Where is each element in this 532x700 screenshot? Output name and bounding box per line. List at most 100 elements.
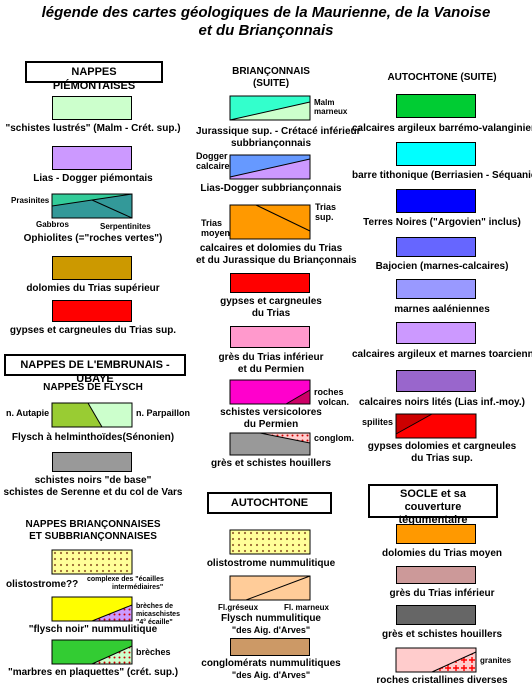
label-lias-dogger-piemontais: Lias - Dogger piémontais: [33, 173, 153, 184]
swatch-gypses-trias: [230, 273, 310, 293]
swatch-gypses-trias-sup: [52, 300, 132, 322]
label-gypses-trias-sup: gypses et cargneules du Trias sup.: [9, 325, 177, 336]
label-gres-schistes-houillers-socle: grès et schistes houillers: [381, 629, 503, 640]
label-breches: brèches: [136, 647, 171, 657]
label-schistes-lustres: "schistes lustrés" (Malm - Crét. sup.): [5, 123, 181, 134]
label-gypses-dol-1: gypses dolomies et cargneules: [367, 441, 517, 452]
label-gres-schistes-houillers: grès et schistes houillers: [210, 458, 332, 469]
label-marbres-plaquettes: "marbres en plaquettes" (crét. sup.): [7, 667, 179, 678]
header-nappes-briançonnaises-2: ET SUBBRIANÇONNAISES: [29, 531, 157, 542]
swatch-schistes-versicolores: [229, 379, 311, 405]
swatch-terres-noires: [396, 189, 476, 213]
header-socle-1: SOCLE et sa: [399, 488, 467, 500]
label-malm-2: marneux: [314, 107, 348, 116]
label-gres-trias-2: et du Permien: [237, 364, 305, 375]
label-n-autapie: n. Autapie: [6, 408, 50, 418]
label-flysch-numm-1: Flysch nummulitique: [220, 613, 321, 624]
label-dogger-2: calcaire: [196, 161, 230, 171]
label-gres-trias-inf-socle: grès du Trias inférieur: [389, 588, 495, 599]
label-conglomerats-2: "des Aig. d'Arves": [231, 670, 311, 680]
swatch-barre-tithonique: [396, 142, 476, 166]
label-dogger-1: Dogger: [196, 151, 228, 161]
label-marnes-aaleniennes: marnes aaléniennes: [394, 304, 490, 315]
swatch-calc-noirs-lites: [396, 370, 476, 392]
label-lias-dogger-sub: Lias-Dogger subbriançonnais: [200, 183, 342, 194]
swatch-conglomerats: [230, 638, 310, 656]
label-flysch-numm-2: "des Aig. d'Arves": [231, 625, 311, 635]
label-dolomies-trias-sup: dolomies du Trias supérieur: [26, 283, 160, 294]
swatch-flysch-nummulitique: [229, 575, 311, 601]
swatch-bajocien: [396, 237, 476, 257]
swatch-schistes-noirs: [52, 452, 132, 472]
swatch-flysch-noir: [51, 596, 133, 622]
header-brianconnais-1: BRIANÇONNAIS: [232, 66, 310, 77]
label-trias-sup-2: sup.: [315, 212, 334, 222]
swatch-ophiolites: [51, 193, 133, 219]
header-nappes-embrunais: NAPPES DE L'EMBRUNAIS - UBAYE: [4, 354, 186, 385]
swatch-calcaires-dolomies: [229, 204, 311, 240]
swatch-olistostrome: [51, 549, 133, 575]
label-breches-mica-1: brèches de: [136, 603, 173, 610]
label-calcaires-dolomies-2: et du Jurassique du Briançonnais: [196, 255, 357, 266]
swatch-gres-schistes-houillers: [229, 432, 311, 456]
label-trias-moyen-2: moyen: [201, 228, 231, 238]
swatch-roches-cristallines: [395, 647, 477, 673]
swatch-dol-trias-moyen: [396, 524, 476, 544]
label-gypses-1: gypses et cargneules: [220, 296, 322, 307]
swatch-dolomies-trias-sup: [52, 256, 132, 280]
label-fl-greseux: Fl.gréseux: [218, 603, 259, 612]
label-conglom: conglom.: [314, 433, 354, 443]
label-serpentinites: Serpentinites: [100, 222, 151, 231]
header-socle-2: couverture tégumentaire: [398, 501, 468, 526]
swatch-calc-barremo: [396, 94, 476, 118]
label-fl-marneux: Fl. marneux: [284, 603, 329, 612]
label-granites: granites: [480, 656, 512, 665]
swatch-gypses-dolomies: [395, 413, 477, 439]
label-calc-toarciennes: calcaires argileux et marnes toarciennes: [352, 349, 532, 360]
label-terres-noires: Terres Noires ("Argovien" inclus): [363, 217, 521, 228]
header-socle: SOCLE et sa couverture tégumentaire: [368, 484, 498, 526]
swatch-jurassique-sup: [229, 95, 311, 121]
header-brianconnais-2: (SUITE): [252, 78, 290, 89]
label-gres-trias-1: grès du Trias inférieur: [218, 352, 324, 363]
label-flysch-helminthoides: Flysch à helminthoïdes(Sénonien): [11, 432, 175, 443]
swatch-marbres-plaquettes: [51, 639, 133, 665]
header-autochtone-suite: AUTOCHTONE (SUITE): [387, 72, 497, 83]
label-roches-volcan-2: volcan.: [318, 397, 350, 407]
label-jurassique-1: Jurassique sup. - Crétacé inférieur: [196, 126, 361, 137]
label-roches-cristallines: roches cristallines diverses: [376, 675, 508, 686]
page-subtitle: et du Briançonnais: [198, 22, 334, 39]
swatch-gres-schistes-houillers-socle: [396, 605, 476, 625]
label-schistes-noirs-1: schistes noirs "de base": [34, 475, 152, 486]
swatch-gres-trias-inf: [230, 326, 310, 348]
label-trias-sup-1: Trias: [315, 202, 337, 212]
label-spilites: spilites: [362, 417, 394, 427]
page-title: légende des cartes géologiques de la Mau…: [41, 4, 491, 21]
label-breches-mica-3: "4° écaille": [136, 619, 173, 626]
swatch-flysch-helminthoides: [51, 402, 133, 428]
label-complexe-1: complexe des "écailles: [87, 576, 164, 583]
label-malm-1: Malm: [314, 98, 335, 107]
label-jurassique-2: subbriançonnais: [230, 138, 311, 149]
label-gypses-dol-2: du Trias sup.: [411, 453, 473, 464]
label-barre-tithonique: barre tithonique (Berriasien - Séquanien…: [352, 170, 532, 181]
label-conglomerats-1: conglomérats nummulitiques: [201, 658, 341, 669]
header-autochtone: AUTOCHTONE: [207, 492, 332, 514]
label-flysch-noir: "flysch noir" nummulitique: [28, 624, 158, 635]
swatch-marnes-aaleniennes: [396, 279, 476, 299]
label-ophiolites: Ophiolites (="roches vertes"): [23, 233, 163, 244]
label-olisto-numm: olistostrome nummulitique: [206, 558, 336, 569]
label-complexe-2: intermédiaires": [112, 584, 164, 591]
label-calc-noirs-lites: calcaires noirs lités (Lias inf.-moy.): [359, 397, 525, 408]
header-nappes-briançonnaises-1: NAPPES BRIANÇONNAISES: [25, 519, 161, 530]
label-roches-volcan-1: roches: [314, 387, 344, 397]
label-gabbros: Gabbros: [36, 220, 69, 229]
label-bajocien: Bajocien (marnes-calcaires): [375, 261, 509, 272]
label-schistes-noirs-2: schistes de Serenne et du col de Vars: [3, 487, 183, 498]
label-schistes-versi-1: schistes versicolores: [220, 407, 322, 418]
label-n-parpaillon: n. Parpaillon: [136, 408, 191, 418]
label-trias-moyen-1: Trias: [201, 218, 223, 228]
label-gypses-2: du Trias: [251, 308, 291, 319]
label-calcaires-dolomies-1: calcaires et dolomies du Trias: [199, 243, 343, 254]
header-nappes-flysch: NAPPES DE FLYSCH: [43, 382, 143, 393]
